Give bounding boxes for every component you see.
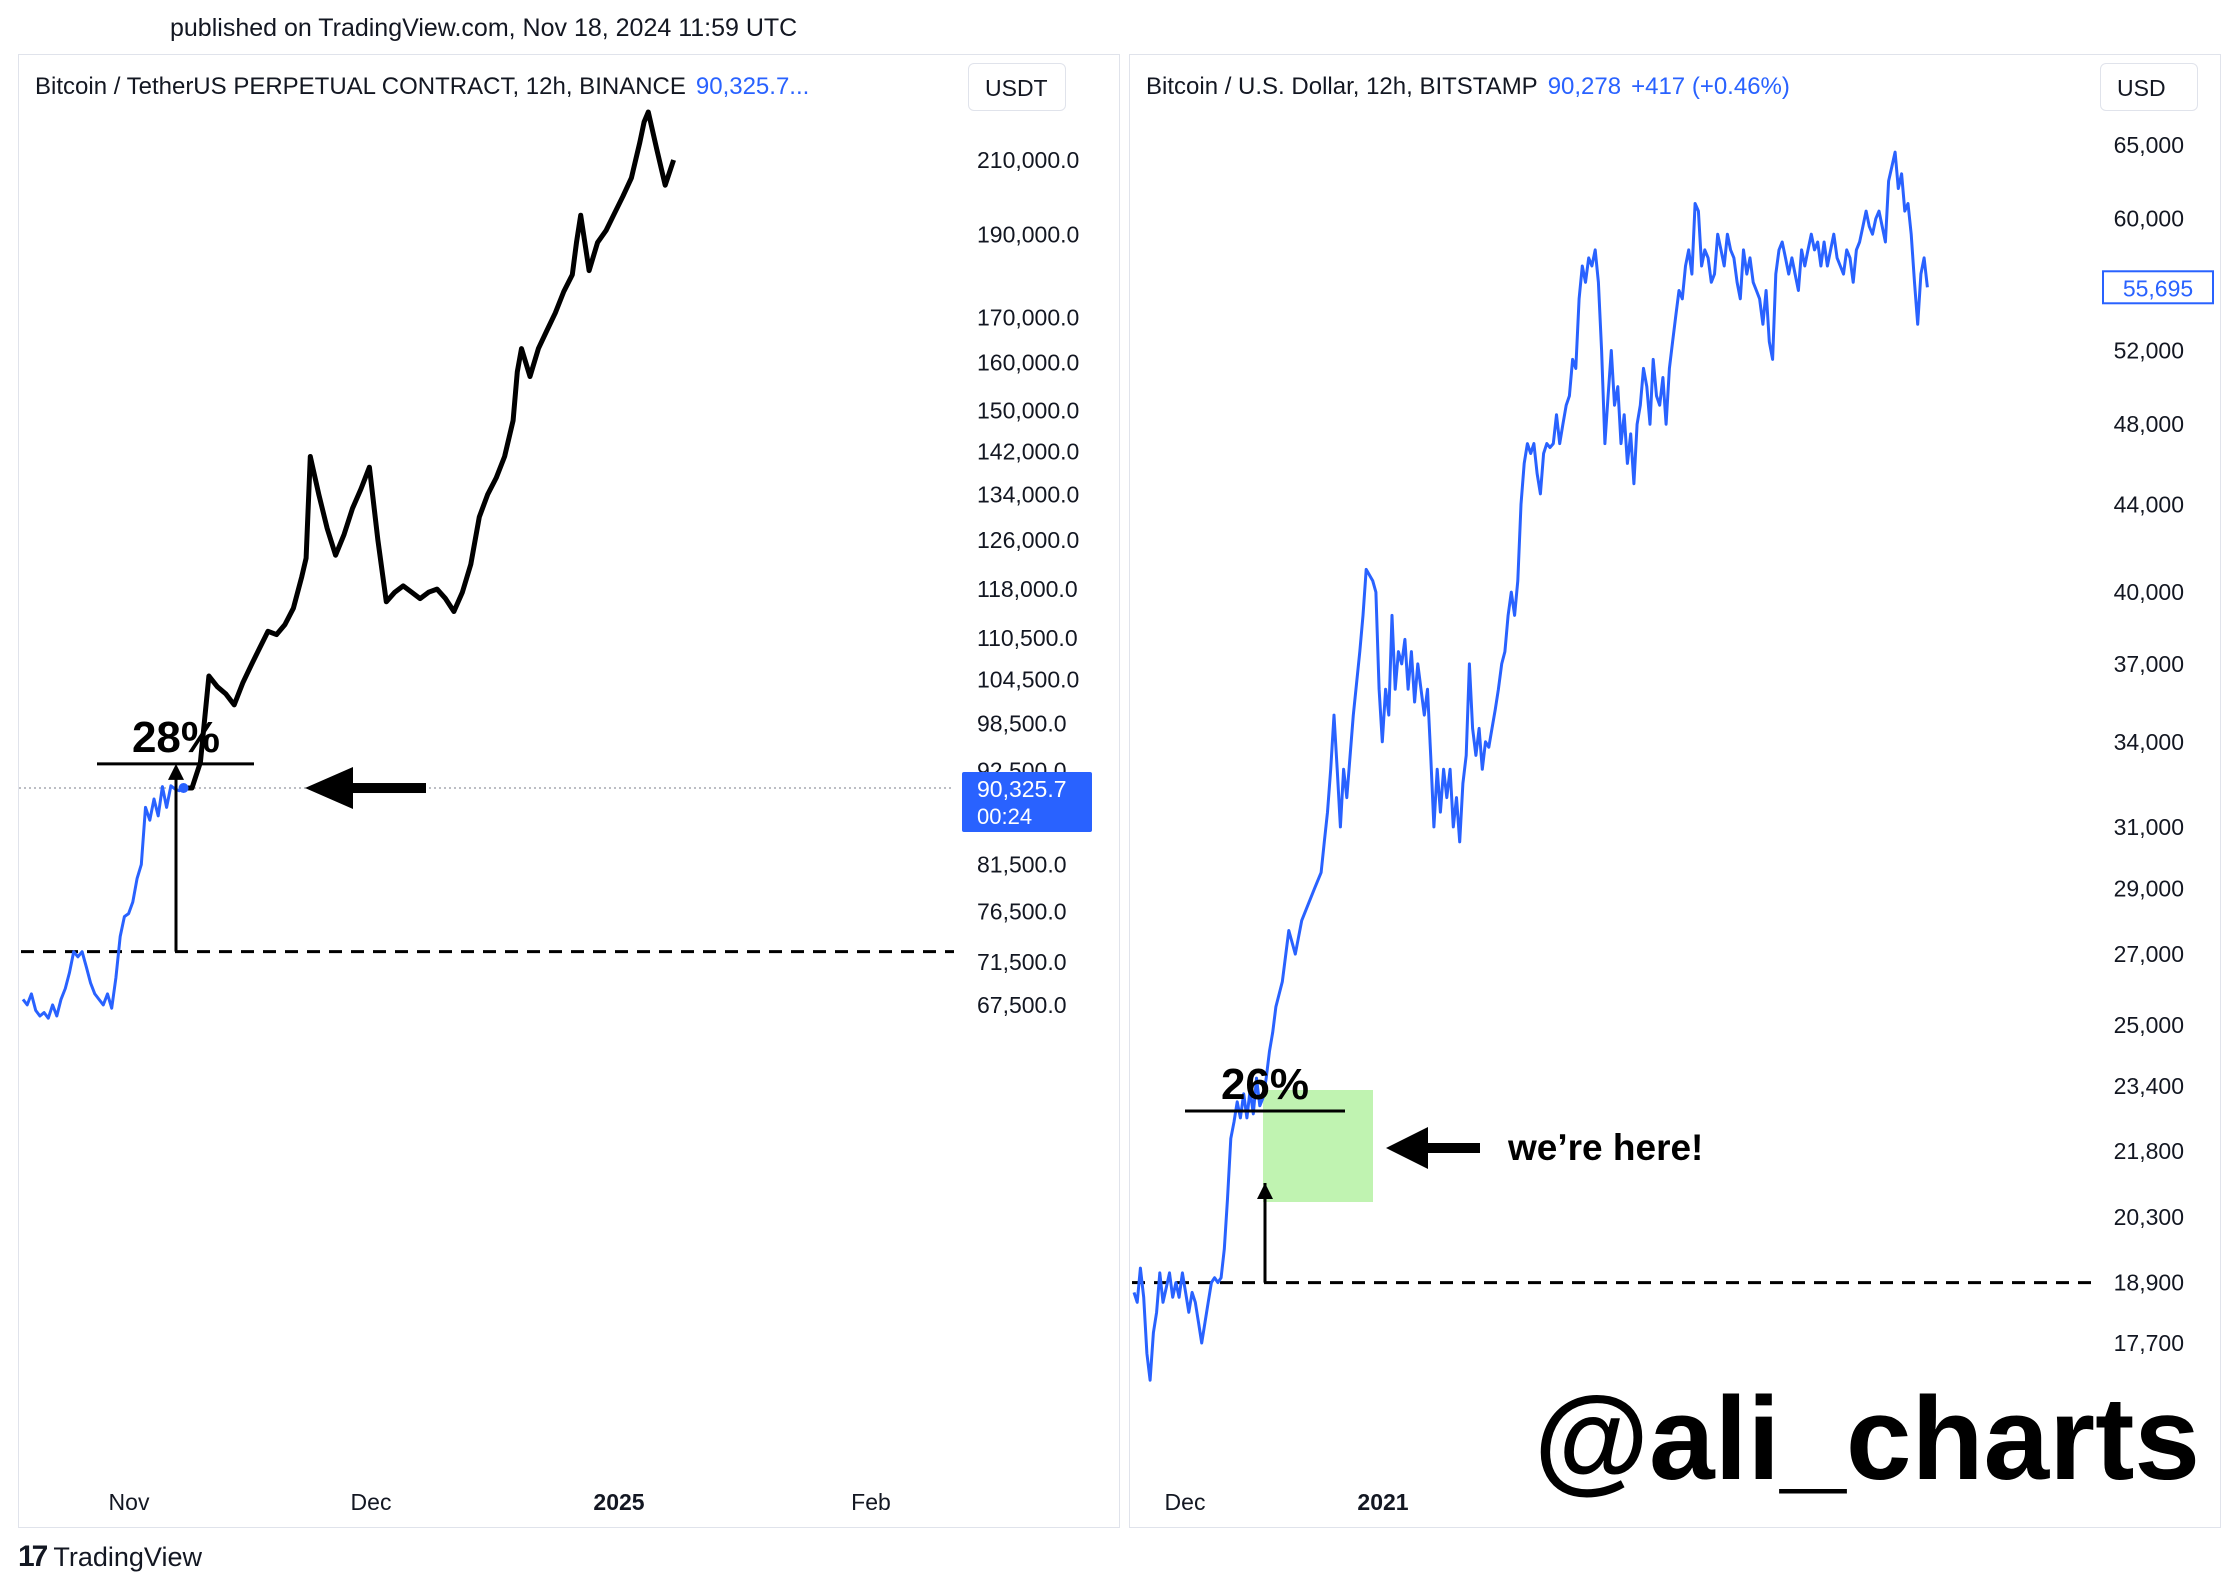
left-price-series-line xyxy=(21,784,185,1020)
left-y-tick-label: 160,000.0 xyxy=(977,349,1079,375)
right-y-tick-label: 27,000 xyxy=(2114,941,2184,967)
right-y-tick-label: 40,000 xyxy=(2114,579,2184,605)
right-current-zone-highlight xyxy=(1263,1090,1373,1202)
right-pointer-arrow-shaft xyxy=(1420,1143,1480,1153)
left-currency-button[interactable]: USDT xyxy=(968,63,1066,111)
right-price-badge-text: 55,695 xyxy=(2123,275,2193,301)
right-y-tick-label: 52,000 xyxy=(2114,338,2184,364)
left-y-tick-label: 81,500.0 xyxy=(977,852,1067,878)
right-x-tick-label: Dec xyxy=(1165,1489,1206,1515)
left-pointer-arrow-shaft xyxy=(351,783,426,794)
left-y-tick-label: 190,000.0 xyxy=(977,221,1079,247)
published-caption: published on TradingView.com, Nov 18, 20… xyxy=(170,14,798,42)
right-symbol-label[interactable]: Bitcoin / U.S. Dollar, 12h, BITSTAMP xyxy=(1146,73,1538,100)
left-y-tick-label: 134,000.0 xyxy=(977,481,1079,507)
left-legend: Bitcoin / TetherUS PERPETUAL CONTRACT, 1… xyxy=(35,73,809,101)
left-y-tick-label: 142,000.0 xyxy=(977,438,1079,464)
right-price-series-line xyxy=(1132,150,1929,1382)
ali-charts-watermark: @ali_charts xyxy=(1534,1373,2200,1505)
right-pointer-arrow-head xyxy=(1386,1127,1428,1169)
right-change-label: +417 (+0.46%) xyxy=(1631,73,1790,100)
right-legend: Bitcoin / U.S. Dollar, 12h, BITSTAMP 90,2… xyxy=(1146,73,1790,101)
left-gain-arrow-head xyxy=(168,763,184,780)
right-y-tick-label: 37,000 xyxy=(2114,651,2184,677)
left-x-tick-label: Feb xyxy=(851,1489,891,1515)
left-y-tick-label: 170,000.0 xyxy=(977,304,1079,330)
left-last-price-dot xyxy=(178,783,189,794)
left-y-tick-label: 104,500.0 xyxy=(977,667,1079,693)
right-chart-panel: 65,000 60,000 52,000 48,000 44,000 40,000 37,0… xyxy=(1129,54,2221,1528)
right-y-tick-label: 34,000 xyxy=(2114,729,2184,755)
right-y-tick-label: 48,000 xyxy=(2114,411,2184,437)
left-chart-svg[interactable]: 210,000.0 190,000.0 170,000.0 160,000.0 150,… xyxy=(19,55,1119,1527)
left-projection-series-line xyxy=(183,109,676,791)
left-y-tick-label: 210,000.0 xyxy=(977,147,1079,173)
left-x-tick-label: Dec xyxy=(351,1489,392,1515)
left-y-tick-label: 98,500.0 xyxy=(977,711,1067,737)
left-price-badge-text: 90,325.7 xyxy=(977,776,1067,802)
left-y-tick-label: 110,500.0 xyxy=(977,625,1078,651)
left-pointer-arrow-head xyxy=(305,767,353,810)
right-y-tick-label: 17,700 xyxy=(2114,1330,2184,1356)
right-y-tick-label: 65,000 xyxy=(2114,132,2184,158)
left-chart-panel: 210,000.0 190,000.0 170,000.0 160,000.0 150,… xyxy=(18,54,1120,1528)
right-y-tick-label: 29,000 xyxy=(2114,875,2184,901)
left-y-tick-label: 150,000.0 xyxy=(977,397,1079,423)
right-y-tick-label: 25,000 xyxy=(2114,1012,2184,1038)
right-y-tick-label: 60,000 xyxy=(2114,206,2184,232)
right-chart-svg[interactable]: 65,000 60,000 52,000 48,000 44,000 40,000 37,0… xyxy=(1130,55,2220,1527)
left-y-tick-label: 67,500.0 xyxy=(977,992,1067,1018)
right-gain-annotation: 26% xyxy=(1221,1060,1309,1109)
right-price-badge xyxy=(2102,270,2214,305)
left-x-tick-label: 2025 xyxy=(593,1489,644,1515)
left-price-badge xyxy=(962,772,1092,833)
left-price-label: 90,325.7... xyxy=(695,73,810,100)
tradingview-brand: TradingView xyxy=(53,1541,202,1572)
right-price-label: 90,278 xyxy=(1547,73,1622,100)
right-y-tick-label: 18,900 xyxy=(2114,1270,2184,1296)
left-y-tick-label: 76,500.0 xyxy=(977,899,1067,925)
left-y-tick-label: 118,000.0 xyxy=(977,576,1078,602)
left-y-tick-label: 126,000.0 xyxy=(977,527,1079,553)
right-y-tick-label: 21,800 xyxy=(2114,1138,2184,1164)
right-y-tick-label: 23,400 xyxy=(2114,1073,2184,1099)
right-gain-arrow-head xyxy=(1257,1183,1273,1199)
tradingview-logo-icon: 17 xyxy=(18,1540,48,1573)
right-currency-button[interactable]: USD xyxy=(2100,63,2198,111)
left-price-badge-timer: 00:24 xyxy=(977,804,1032,829)
right-y-tick-label: 20,300 xyxy=(2114,1204,2184,1230)
right-x-tick-label: 2021 xyxy=(1357,1489,1408,1515)
right-here-note: we’re here! xyxy=(1507,1127,1703,1168)
left-gain-annotation: 28% xyxy=(132,713,220,762)
left-y-tick-label: 71,500.0 xyxy=(977,949,1067,975)
tradingview-footer[interactable]: 17 TradingView xyxy=(18,1540,202,1574)
right-y-tick-label: 44,000 xyxy=(2114,491,2184,517)
left-symbol-label[interactable]: Bitcoin / TetherUS PERPETUAL CONTRACT, 1… xyxy=(35,73,686,100)
left-x-tick-label: Nov xyxy=(109,1489,150,1515)
right-y-tick-label: 31,000 xyxy=(2114,814,2184,840)
